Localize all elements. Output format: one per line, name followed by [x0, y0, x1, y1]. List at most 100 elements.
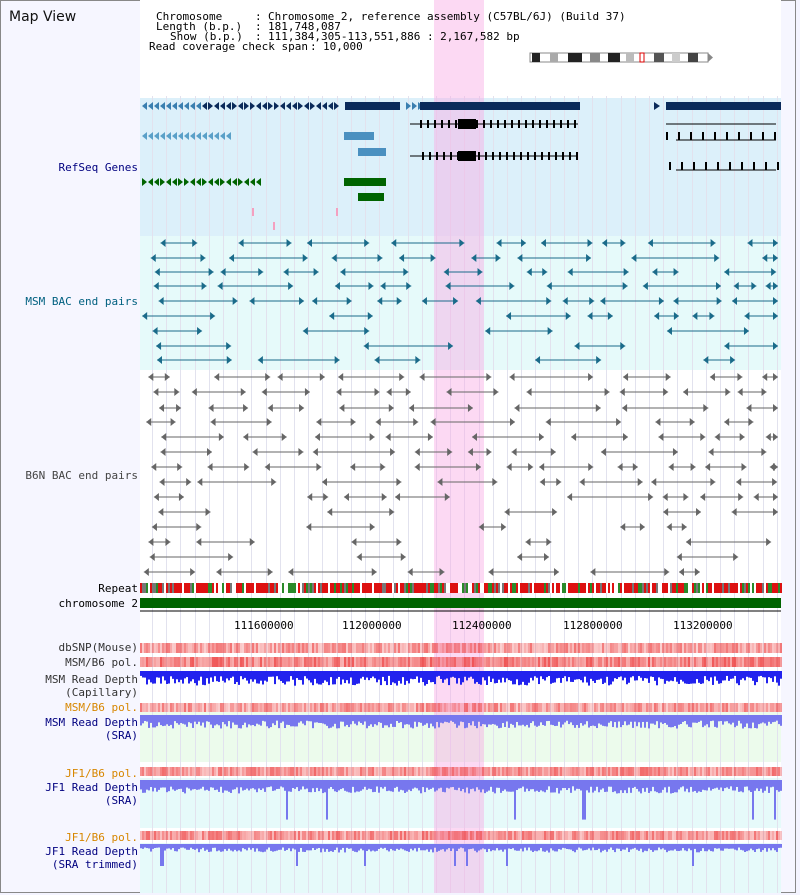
read-depth-bar [188, 780, 190, 789]
track-label-refseq[interactable]: RefSeq Genes [58, 161, 138, 174]
read-depth-bar [522, 780, 524, 787]
polymorphism-density-cell [568, 657, 570, 667]
polymorphism-density-cell [182, 643, 184, 653]
gene-exon [678, 132, 680, 140]
read-depth-bar [552, 671, 554, 683]
repeat-segment [718, 583, 720, 593]
read-depth-bar [382, 715, 384, 728]
polymorphism-density-cell [224, 703, 226, 712]
chromosome-ideogram[interactable] [528, 52, 714, 64]
msm-bac-track[interactable] [140, 236, 781, 370]
read-depth-bar [604, 671, 606, 683]
track-label-repeat[interactable]: Repeat [98, 582, 138, 595]
read-depth-bar [336, 844, 338, 848]
track-label-jf1-pol-1[interactable]: JF1/B6 pol. [65, 767, 138, 780]
track-label-chromosome[interactable]: chromosome 2 [58, 597, 138, 610]
b6n-bac-pair-end [205, 508, 211, 516]
read-depth-bar [246, 715, 248, 728]
polymorphism-density-cell [640, 831, 642, 840]
polymorphism-density-cell [492, 831, 494, 840]
track-label-msm-depth-cap[interactable]: MSM Read Depth [45, 673, 138, 686]
gene-arrow [226, 132, 231, 140]
polymorphism-density-cell [480, 703, 482, 712]
polymorphism-density-cell [628, 831, 630, 840]
read-depth-bar [282, 715, 284, 722]
chromosome-bar[interactable] [140, 597, 781, 609]
polymorphism-density-cell [304, 831, 306, 840]
polymorphism-density-cell [682, 831, 684, 840]
read-depth-bar [362, 844, 364, 851]
polymorphism-density-cell [658, 643, 660, 653]
polymorphism-density-cell [696, 703, 698, 712]
selection-highlight[interactable] [434, 0, 484, 893]
repeat-segment [190, 583, 192, 593]
read-depth-bar [620, 780, 622, 791]
polymorphism-density-cell [280, 767, 282, 776]
msm-bac-pair-end [154, 268, 160, 276]
read-depth-bar [264, 844, 266, 852]
polymorphism-density-cell [592, 657, 594, 667]
variant-and-depth-tracks[interactable] [140, 640, 782, 893]
polymorphism-density-cell [726, 643, 728, 653]
read-depth-bar [578, 844, 580, 848]
track-label-jf1-pol-2[interactable]: JF1/B6 pol. [65, 831, 138, 844]
repeat-segment [778, 583, 780, 593]
b6n-bac-track[interactable] [140, 370, 781, 580]
polymorphism-density-cell [540, 643, 542, 653]
track-label-msm-pol[interactable]: MSM/B6 pol. [65, 656, 138, 669]
polymorphism-density-cell [366, 831, 368, 840]
read-depth-bar [268, 671, 270, 677]
gene-arrow [148, 178, 153, 186]
b6n-bac-pair-end [266, 418, 272, 426]
read-depth-bar [178, 715, 180, 725]
read-depth-bar [388, 844, 390, 852]
polymorphism-density-cell [546, 767, 548, 776]
track-label-b6n-bac[interactable]: B6N BAC end pairs [25, 469, 138, 482]
msm-bac-pair-end [535, 356, 541, 364]
track-label-msm-pol-2[interactable]: MSM/B6 pol. [65, 701, 138, 714]
polymorphism-density-cell [174, 767, 176, 776]
polymorphism-density-cell [228, 703, 230, 712]
repeat-segment [642, 583, 644, 593]
polymorphism-density-cell [380, 643, 382, 653]
polymorphism-density-cell [462, 643, 464, 653]
track-label-jf1-depth-sra[interactable]: JF1 Read Depth [45, 781, 138, 794]
polymorphism-density-cell [778, 831, 780, 840]
track-label-jf1-depth-trim[interactable]: JF1 Read Depth [45, 845, 138, 858]
polymorphism-density-cell [526, 767, 528, 776]
read-depth-bar [176, 671, 178, 680]
polymorphism-density-cell [492, 657, 494, 667]
track-label-msm-bac[interactable]: MSM BAC end pairs [25, 295, 138, 308]
track-label-dbsnp[interactable]: dbSNP(Mouse) [58, 641, 138, 654]
read-depth-bar [506, 844, 508, 866]
read-depth-bar [382, 844, 384, 849]
read-depth-bar [490, 780, 492, 787]
read-depth-bar [736, 715, 738, 726]
polymorphism-density-cell [498, 831, 500, 840]
msm-bac-pair-end [192, 239, 198, 247]
read-depth-bar [328, 844, 330, 852]
polymorphism-density-cell [640, 767, 642, 776]
msm-bac-pair-end [331, 254, 337, 262]
track-label-msm-depth-sra[interactable]: MSM Read Depth [45, 716, 138, 729]
polymorphism-density-cell [564, 767, 566, 776]
read-depth-bar [714, 715, 716, 727]
gene-arrow [190, 132, 195, 140]
read-depth-bar [308, 671, 310, 681]
polymorphism-density-cell [660, 767, 662, 776]
refseq-genes-track[interactable] [140, 98, 781, 236]
polymorphism-density-cell [520, 831, 522, 840]
read-depth-bar [762, 671, 764, 678]
polymorphism-density-cell [644, 657, 646, 667]
polymorphism-density-cell [320, 643, 322, 653]
read-depth-bar [272, 671, 274, 677]
read-depth-bar [366, 715, 368, 729]
b6n-bac-pair-end [545, 418, 551, 426]
read-depth-bar [412, 844, 414, 851]
read-depth-bar [188, 671, 190, 684]
polymorphism-density-cell [728, 767, 730, 776]
read-depth-bar [744, 671, 746, 681]
read-depth-bar [414, 844, 416, 849]
repeat-track[interactable] [140, 582, 782, 594]
polymorphism-density-cell [250, 831, 252, 840]
